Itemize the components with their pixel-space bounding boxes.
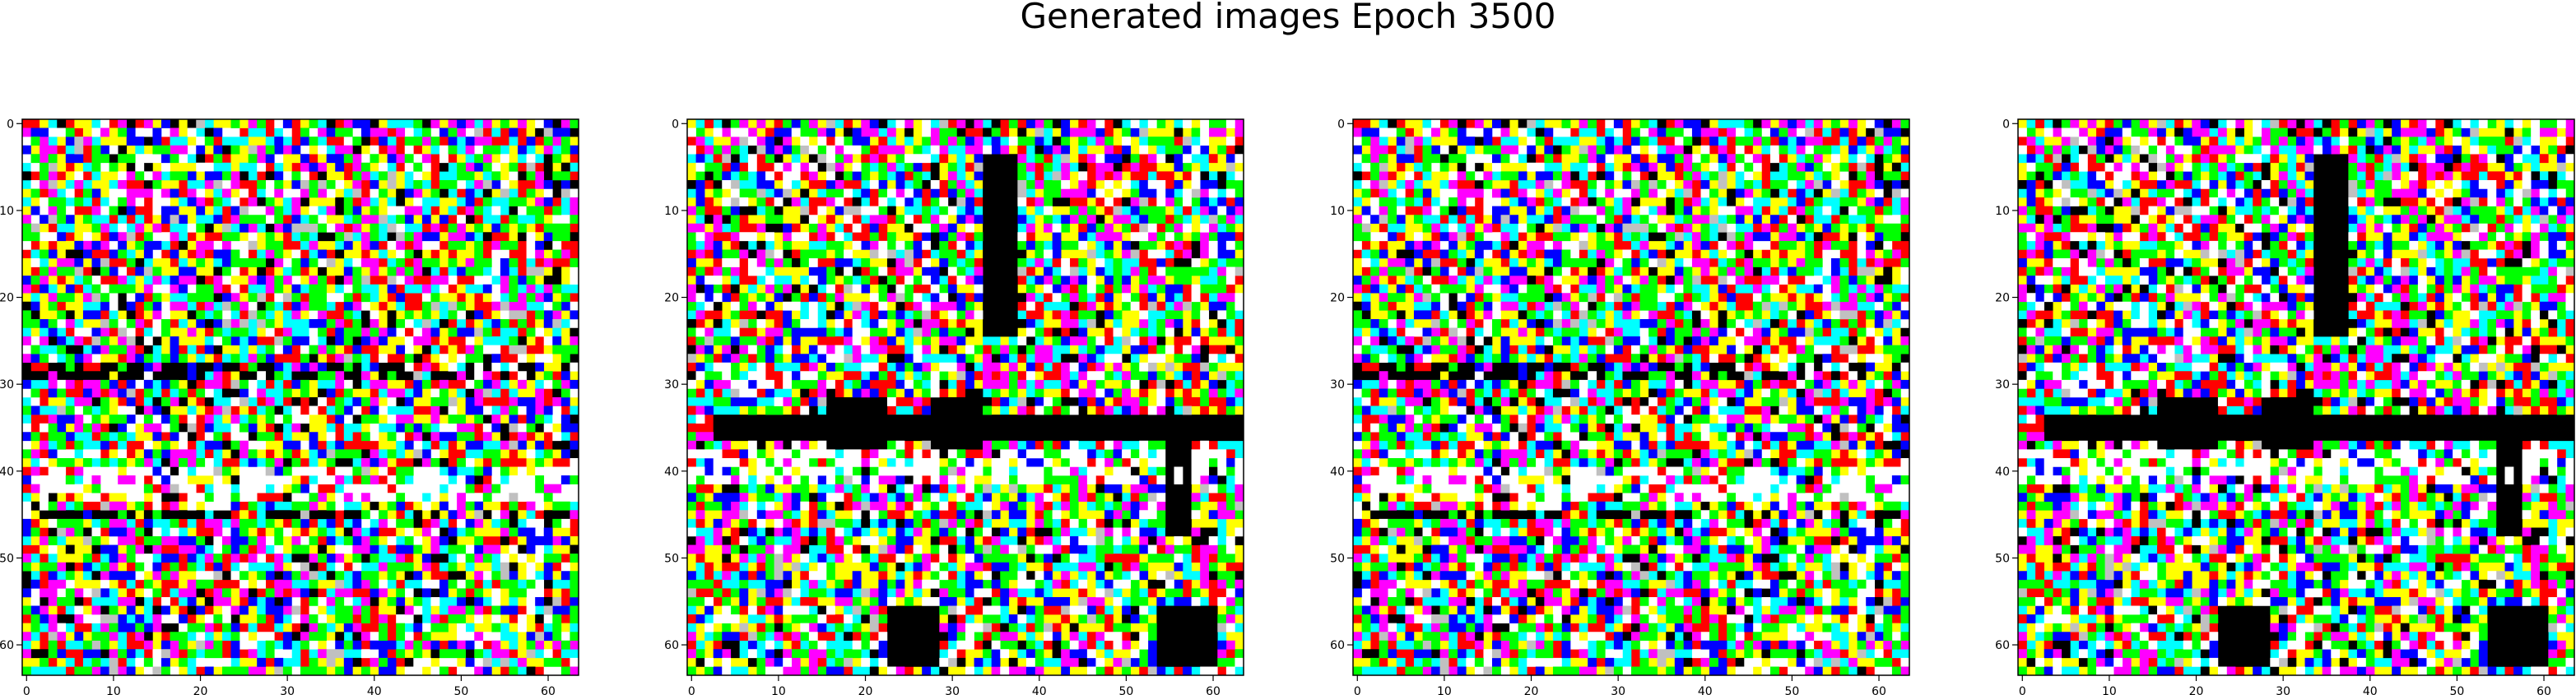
image-panel-1: 0 10 20 30 40 50 60 0 10 20 30 40 50 60 [0, 118, 579, 695]
pixel-layer [22, 119, 579, 676]
pixel-layer [22, 119, 579, 676]
y-tick-label: 50 [664, 552, 679, 565]
x-tick-label: 40 [367, 685, 382, 695]
x-tick-label: 30 [945, 685, 960, 695]
x-tick-label: 50 [2449, 685, 2464, 695]
x-tick-label: 20 [193, 685, 208, 695]
x-tick-label: 10 [2102, 685, 2117, 695]
y-tick-label: 10 [1995, 205, 2010, 218]
y-tick-label: 10 [0, 205, 14, 218]
x-tick-label: 0 [23, 685, 30, 695]
y-tick-label: 50 [1330, 552, 1345, 565]
image-panel-2: 0 10 20 30 40 50 60 0 10 20 30 40 50 60 [664, 118, 1244, 695]
x-tick-label: 50 [1784, 685, 1799, 695]
pixel-layer [2018, 119, 2575, 676]
y-tick-label: 60 [1330, 639, 1345, 652]
x-tick-label: 50 [1118, 685, 1133, 695]
x-tick-label: 30 [2276, 685, 2290, 695]
pixel-layer [1353, 119, 1910, 676]
axes-frame [21, 118, 579, 676]
axes-frame [2017, 118, 2575, 676]
pixel-layer [687, 119, 1244, 676]
y-tick-label: 40 [664, 466, 679, 479]
x-tick-label: 20 [1524, 685, 1539, 695]
y-tick-label: 50 [0, 552, 14, 565]
x-tick-label: 60 [2536, 685, 2551, 695]
y-tick-label: 60 [0, 639, 14, 652]
x-tick-label: 30 [280, 685, 295, 695]
x-tick-label: 20 [858, 685, 873, 695]
y-tick-label: 10 [664, 205, 679, 218]
axes-frame [686, 118, 1244, 676]
y-tick-label: 40 [1995, 466, 2010, 479]
y-tick-label: 30 [0, 378, 14, 392]
x-tick-label: 50 [453, 685, 468, 695]
figure-title: Generated images Epoch 3500 [1020, 0, 1556, 36]
x-tick-label: 20 [2189, 685, 2204, 695]
x-tick-label: 40 [2363, 685, 2378, 695]
y-tick-label: 10 [1330, 205, 1345, 218]
y-tick-label: 30 [1995, 378, 2010, 392]
x-tick-label: 30 [1611, 685, 1625, 695]
x-tick-label: 60 [1872, 685, 1886, 695]
y-tick-label: 40 [1330, 466, 1345, 479]
y-tick-label: 20 [1995, 292, 2010, 305]
y-tick-label: 0 [672, 118, 679, 131]
pixel-layer [2018, 119, 2575, 676]
axes-frame [1352, 118, 1910, 676]
pixel-layer [2018, 119, 2575, 676]
pixel-layer [687, 119, 1244, 676]
y-tick-label: 30 [1330, 378, 1345, 392]
x-tick-label: 60 [541, 685, 556, 695]
y-tick-label: 0 [1337, 118, 1345, 131]
y-tick-label: 20 [664, 292, 679, 305]
y-tick-label: 40 [0, 466, 14, 479]
x-tick-label: 0 [2019, 685, 2026, 695]
x-tick-label: 10 [771, 685, 786, 695]
y-tick-label: 20 [0, 292, 14, 305]
x-tick-label: 10 [106, 685, 121, 695]
image-panel-4: 0 10 20 30 40 50 60 0 10 20 30 40 50 60 [1995, 118, 2575, 695]
y-tick-label: 20 [1330, 292, 1345, 305]
y-tick-label: 60 [664, 639, 679, 652]
y-tick-label: 60 [1995, 639, 2010, 652]
y-tick-label: 30 [664, 378, 679, 392]
y-tick-label: 0 [7, 118, 14, 131]
x-tick-label: 40 [1032, 685, 1047, 695]
y-tick-label: 50 [1995, 552, 2010, 565]
pixel-layer [1353, 119, 1910, 676]
pixel-layer [30, 119, 570, 676]
x-tick-label: 10 [1437, 685, 1452, 695]
pixel-layer [687, 119, 1244, 676]
pixel-layer [1361, 119, 1901, 676]
x-tick-label: 40 [1698, 685, 1713, 695]
image-panel-3: 0 10 20 30 40 50 60 0 10 20 30 40 50 60 [1330, 118, 1910, 695]
x-tick-label: 60 [1206, 685, 1221, 695]
x-tick-label: 0 [1354, 685, 1361, 695]
x-tick-label: 0 [688, 685, 695, 695]
y-tick-label: 0 [2002, 118, 2010, 131]
